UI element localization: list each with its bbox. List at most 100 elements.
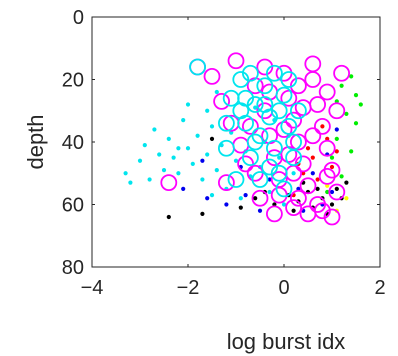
- series-1-point-11: [205, 196, 210, 201]
- series-2-point-2: [209, 136, 215, 141]
- series-2-point-0: [166, 214, 171, 220]
- series-7-point-0: [189, 58, 207, 76]
- series-6-point-28: [323, 208, 341, 226]
- x-axis-label: log burst idx: [227, 329, 346, 354]
- series-2-point-12: [329, 202, 335, 207]
- series-0-point-15: [209, 124, 215, 129]
- x-tick-label-0: −4: [81, 277, 104, 299]
- series-0-point-11: [190, 161, 195, 166]
- series-6-point-16: [289, 133, 307, 151]
- series-7-point-27: [289, 102, 307, 120]
- chart-marks: [92, 17, 380, 267]
- series-6-point-24: [328, 183, 346, 201]
- series-7-point-13: [280, 117, 298, 135]
- y-tick-label-1: 20: [62, 70, 84, 92]
- series-4-point-4: [334, 136, 339, 141]
- plot-area: [92, 17, 380, 267]
- series-4-point-2: [353, 93, 359, 98]
- series-1-point-13: [329, 189, 335, 195]
- series-7-point-29: [237, 89, 255, 107]
- series-7-point-5: [241, 149, 259, 167]
- series-0-point-14: [205, 152, 210, 157]
- series-3-point-6: [310, 155, 315, 160]
- series-1-point-8: [267, 177, 272, 182]
- series-7-point-15: [251, 171, 269, 188]
- series-0-point-36: [123, 171, 128, 176]
- y-tick-label-4: 80: [62, 257, 84, 279]
- series-6-point-39: [227, 52, 245, 70]
- series-7-point-11: [270, 164, 288, 182]
- series-3-point-2: [315, 177, 320, 182]
- series-1-point-0: [200, 158, 205, 163]
- series-0-point-20: [233, 158, 239, 163]
- series-0-point-29: [277, 155, 282, 160]
- series-4-point-1: [349, 74, 354, 79]
- series-1-point-10: [181, 186, 186, 191]
- series-6-point-45: [304, 127, 322, 145]
- series-4-point-9: [325, 189, 330, 195]
- series-6-point-42: [294, 99, 312, 117]
- series-6-point-37: [289, 77, 307, 95]
- series-4-point-7: [353, 121, 359, 126]
- series-0-point-4: [157, 152, 162, 157]
- series-1-point-1: [224, 202, 229, 207]
- series-4-point-3: [344, 111, 349, 116]
- series-6-point-4: [213, 92, 231, 110]
- series-0-point-21: [238, 196, 243, 201]
- series-2-point-15: [291, 208, 296, 213]
- series-1-point-7: [334, 127, 339, 132]
- series-6-point-17: [294, 155, 312, 173]
- series-2-point-16: [315, 186, 320, 191]
- series-6-point-3: [203, 67, 221, 85]
- series-0-point-30: [281, 202, 287, 207]
- series-0-point-9: [181, 118, 186, 123]
- series-0-point-2: [142, 143, 147, 148]
- series-0-point-16: [214, 168, 219, 173]
- series-6-point-31: [289, 189, 307, 207]
- series-0-point-24: [253, 105, 258, 110]
- series-6-point-38: [241, 117, 259, 135]
- series-6-point-40: [256, 58, 274, 76]
- y-tick-label-0: 0: [73, 7, 84, 29]
- series-2-point-3: [238, 205, 243, 210]
- series-6-point-29: [251, 189, 269, 207]
- series-6-point-18: [299, 177, 317, 195]
- series-7-point-17: [275, 180, 293, 198]
- series-0-point-8: [176, 171, 181, 176]
- series-0-point-37: [147, 177, 152, 182]
- series-0-point-13: [200, 177, 205, 182]
- y-axis-label: depth: [23, 114, 48, 169]
- series-7-point-3: [232, 71, 250, 88]
- series-0-point-32: [291, 171, 296, 176]
- series-6-point-35: [318, 83, 336, 101]
- x-tick-label-1: −2: [177, 277, 200, 299]
- series-7-point-23: [270, 102, 288, 120]
- series-7-point-22: [256, 96, 274, 113]
- series-4-point-5: [329, 155, 335, 160]
- series-3-point-1: [305, 146, 311, 151]
- series-3-point-8: [334, 149, 339, 154]
- series-4-point-0: [339, 83, 344, 88]
- series-7-point-8: [256, 77, 274, 95]
- series-0-point-33: [205, 108, 210, 113]
- series-7-point-24: [246, 133, 264, 151]
- series-2-point-4: [253, 196, 258, 201]
- series-6-point-22: [318, 139, 336, 157]
- series-0-point-0: [128, 180, 133, 185]
- series-7: [189, 58, 307, 198]
- series-7-point-16: [261, 158, 279, 176]
- series-0-point-10: [185, 146, 191, 151]
- series-7-point-21: [280, 71, 298, 88]
- y-tick-label-2: 40: [62, 132, 84, 154]
- series-1-point-2: [243, 193, 248, 198]
- series-6-point-0: [160, 174, 178, 192]
- series-6-point-44: [275, 121, 293, 138]
- series-0-point-38: [176, 146, 181, 151]
- x-tick-label-2: 0: [278, 277, 289, 299]
- series-7-point-12: [275, 86, 293, 104]
- series-7-point-10: [265, 139, 283, 157]
- series-7-point-26: [217, 114, 235, 132]
- series-4-point-10: [349, 149, 354, 154]
